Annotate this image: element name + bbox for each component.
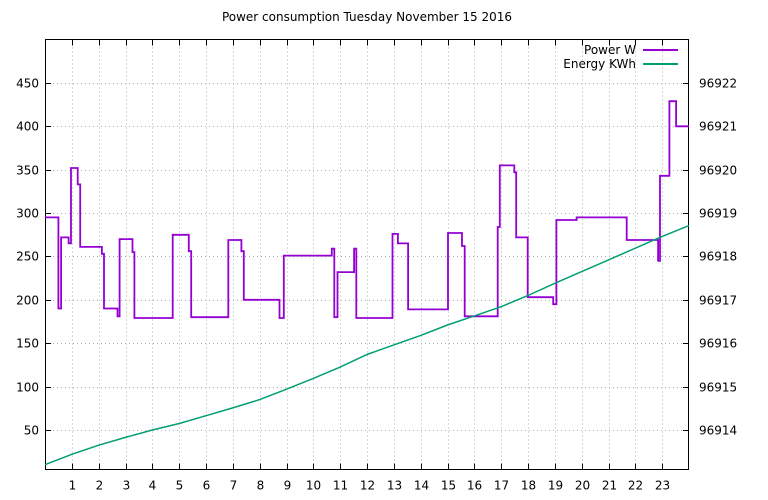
chart-legend: Power W Energy KWh xyxy=(563,43,678,71)
y-right-tick-label: 96918 xyxy=(699,250,737,264)
x-tick-label: 7 xyxy=(230,479,238,493)
x-tick-label: 17 xyxy=(494,479,509,493)
y-left-tick-label: 200 xyxy=(16,294,39,308)
chart-title: Power consumption Tuesday November 15 20… xyxy=(221,10,513,24)
x-tick-label: 11 xyxy=(333,479,348,493)
x-tick-label: 13 xyxy=(387,479,402,493)
y-right-tick-label: 96920 xyxy=(699,164,737,178)
y-right-tick-label: 96914 xyxy=(699,424,737,438)
x-tick-label: 19 xyxy=(548,479,563,493)
x-tick-label: 14 xyxy=(414,479,429,493)
y-left-tick-label: 350 xyxy=(16,164,39,178)
x-tick-label: 10 xyxy=(306,479,321,493)
y-left-tick-label: 50 xyxy=(24,424,39,438)
legend-line-sample-power xyxy=(643,49,678,51)
x-tick-label: 18 xyxy=(521,479,536,493)
y-right-tick-label: 96922 xyxy=(699,77,737,91)
y-left-tick-label: 250 xyxy=(16,250,39,264)
legend-line-sample-energy xyxy=(643,63,678,65)
x-tick-label: 15 xyxy=(441,479,456,493)
x-tick-label: 21 xyxy=(602,479,617,493)
x-tick-label: 12 xyxy=(360,479,375,493)
x-tick-label: 23 xyxy=(655,479,670,493)
x-tick-label: 5 xyxy=(176,479,184,493)
y-left-tick-label: 300 xyxy=(16,207,39,221)
legend-label-power: Power W xyxy=(584,43,636,57)
y-right-tick-label: 96917 xyxy=(699,294,737,308)
y-left-tick-label: 450 xyxy=(16,77,39,91)
x-tick-label: 16 xyxy=(467,479,482,493)
y-right-tick-label: 96919 xyxy=(699,207,737,221)
legend-item-energy: Energy KWh xyxy=(563,57,678,71)
x-tick-label: 1 xyxy=(69,479,77,493)
y-right-tick-label: 96916 xyxy=(699,337,737,351)
y-left-tick-label: 400 xyxy=(16,120,39,134)
series-energy-kwh xyxy=(44,224,690,466)
legend-label-energy: Energy KWh xyxy=(563,57,636,71)
x-tick-label: 4 xyxy=(149,479,157,493)
x-tick-label: 3 xyxy=(123,479,131,493)
x-tick-label: 2 xyxy=(96,479,104,493)
legend-item-power: Power W xyxy=(563,43,678,57)
y-right-tick-label: 96915 xyxy=(699,381,737,395)
x-tick-label: 8 xyxy=(257,479,265,493)
series-power-w xyxy=(45,100,689,319)
x-tick-label: 6 xyxy=(203,479,211,493)
x-tick-label: 20 xyxy=(575,479,590,493)
x-tick-label: 22 xyxy=(628,479,643,493)
y-right-tick-label: 96921 xyxy=(699,120,737,134)
y-left-tick-label: 100 xyxy=(16,381,39,395)
x-tick-label: 9 xyxy=(284,479,292,493)
y-left-tick-label: 150 xyxy=(16,337,39,351)
